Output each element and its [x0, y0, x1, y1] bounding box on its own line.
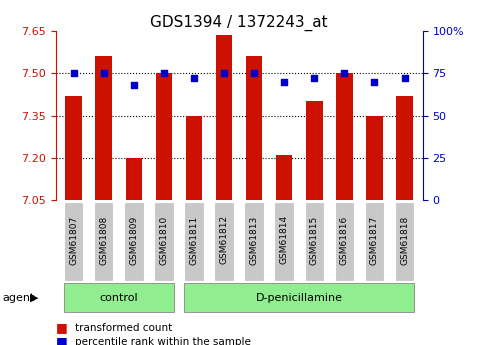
Bar	[274, 202, 294, 281]
Text: ▶: ▶	[30, 293, 39, 303]
Bar	[64, 202, 84, 281]
Text: GSM61812: GSM61812	[220, 215, 228, 265]
Point	[311, 76, 318, 81]
Point	[70, 71, 77, 76]
Bar	[276, 155, 293, 200]
Bar	[365, 202, 384, 281]
Bar	[336, 73, 353, 200]
Text: transformed count: transformed count	[75, 323, 172, 333]
Text: GSM61817: GSM61817	[370, 215, 379, 265]
Bar	[366, 116, 383, 200]
Bar	[246, 57, 262, 200]
Text: GSM61811: GSM61811	[189, 215, 199, 265]
Bar	[124, 202, 143, 281]
Bar	[244, 202, 264, 281]
Bar	[335, 202, 354, 281]
Bar	[304, 202, 324, 281]
Text: GSM61815: GSM61815	[310, 215, 319, 265]
Point	[190, 76, 198, 81]
Bar	[156, 73, 172, 200]
Bar	[214, 202, 234, 281]
Point	[341, 71, 348, 76]
Bar	[94, 202, 114, 281]
Text: percentile rank within the sample: percentile rank within the sample	[75, 337, 251, 345]
Bar	[184, 202, 204, 281]
Point	[250, 71, 258, 76]
Title: GDS1394 / 1372243_at: GDS1394 / 1372243_at	[150, 15, 328, 31]
Text: GSM61816: GSM61816	[340, 215, 349, 265]
Bar	[396, 96, 413, 200]
Point	[160, 71, 168, 76]
Text: agent: agent	[2, 293, 35, 303]
Text: GSM61818: GSM61818	[400, 215, 409, 265]
Bar	[184, 283, 414, 312]
Text: GSM61809: GSM61809	[129, 215, 138, 265]
Bar	[64, 283, 174, 312]
Point	[100, 71, 108, 76]
Point	[130, 82, 138, 88]
Point	[370, 79, 378, 85]
Text: GSM61813: GSM61813	[250, 215, 258, 265]
Point	[220, 71, 228, 76]
Bar	[154, 202, 174, 281]
Bar	[306, 101, 323, 200]
Bar	[395, 202, 414, 281]
Text: GSM61810: GSM61810	[159, 215, 169, 265]
Bar	[65, 96, 82, 200]
Text: ■: ■	[56, 321, 67, 334]
Point	[401, 76, 409, 81]
Bar	[126, 158, 142, 200]
Text: GSM61808: GSM61808	[99, 215, 108, 265]
Text: D-penicillamine: D-penicillamine	[256, 293, 343, 303]
Bar	[216, 35, 232, 200]
Text: GSM61814: GSM61814	[280, 215, 289, 265]
Bar	[185, 116, 202, 200]
Text: ■: ■	[56, 335, 67, 345]
Text: control: control	[99, 293, 138, 303]
Point	[280, 79, 288, 85]
Bar	[96, 57, 112, 200]
Text: GSM61807: GSM61807	[69, 215, 78, 265]
